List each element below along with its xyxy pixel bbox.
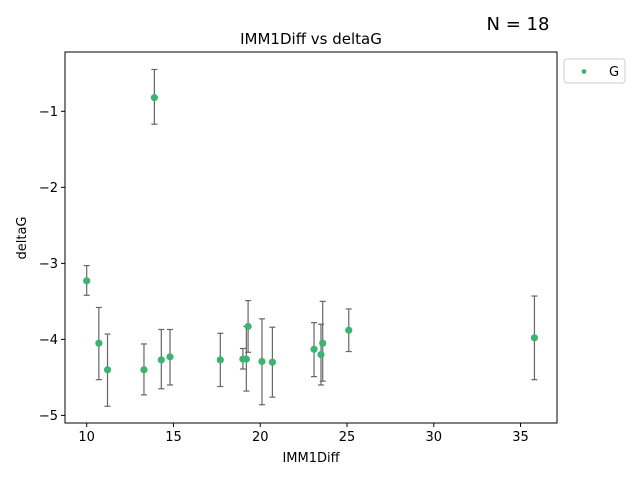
y-tick-label: −2 (39, 181, 58, 196)
data-point (310, 345, 318, 353)
x-tick-label: 10 (78, 430, 95, 445)
data-point (345, 326, 353, 334)
x-tick-label: 15 (165, 430, 182, 445)
data-point (244, 322, 252, 331)
legend-box (563, 58, 626, 84)
data-point (317, 350, 325, 359)
data-point (95, 339, 103, 347)
y-tick-label: −4 (39, 333, 58, 348)
data-point (103, 366, 112, 374)
data-point (150, 94, 158, 102)
data-point (242, 355, 250, 363)
plot-frame (64, 51, 558, 424)
x-axis-label: IMM1Diff (282, 451, 340, 466)
plot-area: 10 15 20 25 30 35 −1 −2 −3 −4 −5 (39, 51, 558, 445)
legend-marker (581, 69, 587, 74)
data-point (268, 358, 276, 366)
data-point (140, 366, 148, 374)
y-axis-label: deltaG (15, 217, 30, 260)
y-tick-label: −1 (39, 105, 58, 120)
legend: G (563, 58, 626, 84)
sample-count-annotation: N = 18 (487, 14, 550, 35)
data-point (83, 277, 91, 285)
x-tick-label: 30 (426, 430, 443, 445)
data-point (157, 356, 165, 364)
x-tick-label: 35 (512, 430, 529, 445)
data-point (319, 339, 327, 347)
x-tick-label: 25 (339, 430, 356, 445)
data-point (258, 357, 266, 366)
legend-label: G (609, 65, 619, 80)
chart-title: IMM1Diff vs deltaG (240, 30, 382, 48)
data-point (216, 356, 224, 364)
data-point (530, 334, 539, 342)
data-point (166, 353, 174, 361)
x-tick-label: 20 (252, 430, 269, 445)
y-tick-label: −3 (39, 257, 58, 272)
y-tick-label: −5 (39, 409, 58, 424)
